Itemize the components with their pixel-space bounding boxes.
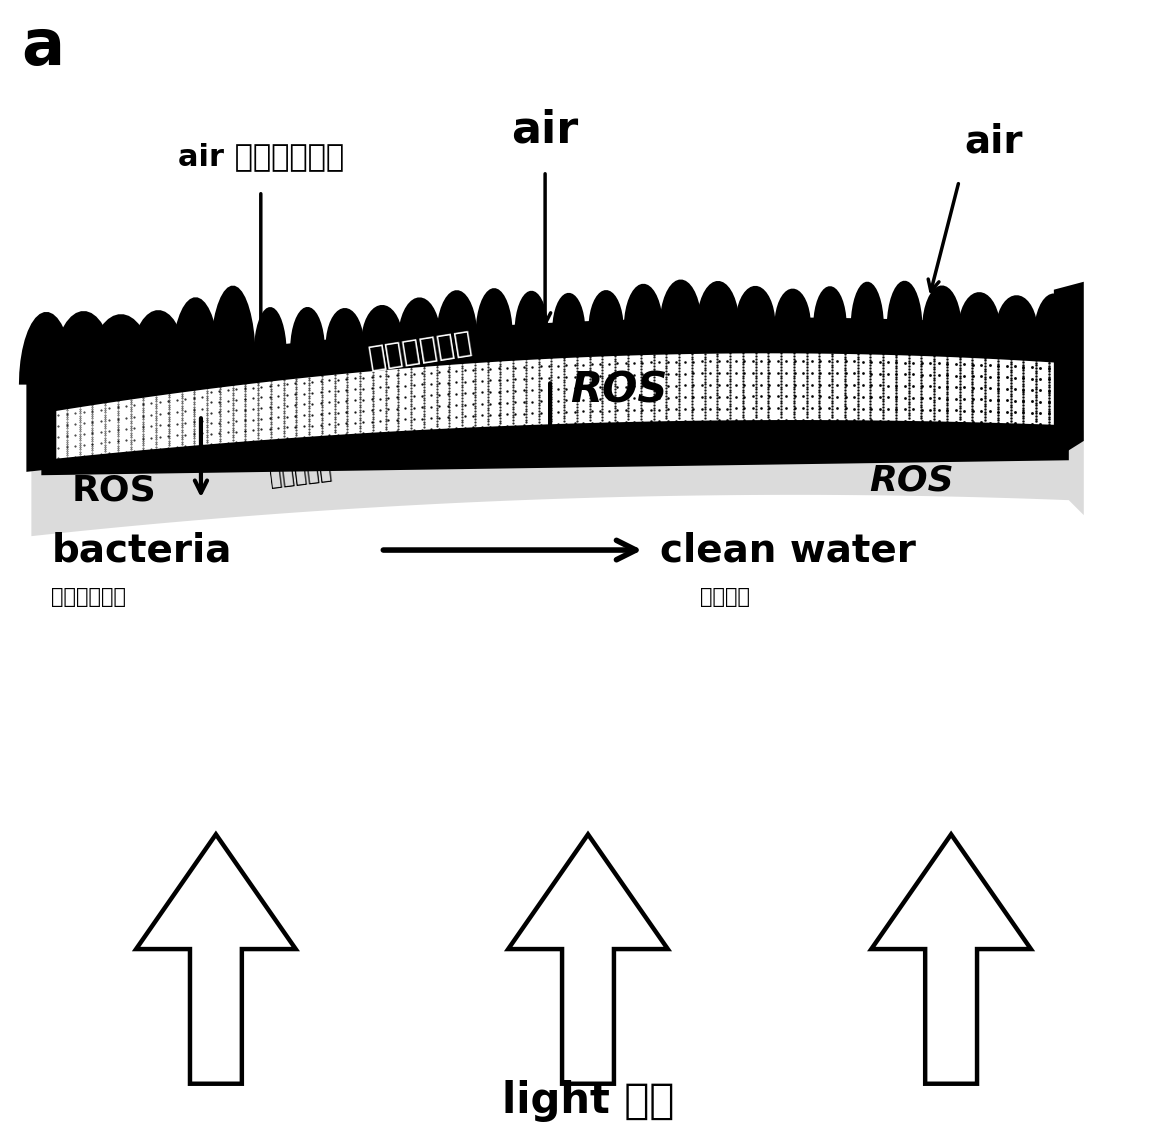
Polygon shape xyxy=(515,291,548,331)
Text: ROS: ROS xyxy=(570,369,668,411)
Polygon shape xyxy=(131,310,187,368)
Polygon shape xyxy=(508,834,668,1084)
Text: air 空气（气相）: air 空气（气相） xyxy=(178,142,343,171)
Text: clean water: clean water xyxy=(660,531,916,569)
Text: 清洁水体: 清洁水体 xyxy=(700,587,750,607)
Polygon shape xyxy=(436,291,477,336)
Polygon shape xyxy=(397,297,441,339)
Polygon shape xyxy=(871,834,1031,1084)
Polygon shape xyxy=(89,314,153,373)
Polygon shape xyxy=(995,295,1037,333)
Polygon shape xyxy=(326,308,365,346)
Polygon shape xyxy=(958,292,1001,330)
Polygon shape xyxy=(922,286,962,329)
Polygon shape xyxy=(553,293,586,330)
Polygon shape xyxy=(41,318,1069,413)
Text: air: air xyxy=(964,123,1023,161)
Polygon shape xyxy=(136,834,295,1084)
Polygon shape xyxy=(172,297,219,363)
Polygon shape xyxy=(660,279,702,326)
Polygon shape xyxy=(1034,294,1074,335)
Text: bacteria: bacteria xyxy=(52,531,232,569)
Text: ROS: ROS xyxy=(869,463,954,497)
Text: 细菌污染水体: 细菌污染水体 xyxy=(52,587,126,607)
Polygon shape xyxy=(254,308,287,354)
Text: a: a xyxy=(21,16,65,78)
Text: air: air xyxy=(512,108,579,151)
Text: ROS: ROS xyxy=(72,473,156,507)
Polygon shape xyxy=(52,311,115,379)
Polygon shape xyxy=(26,353,56,472)
Polygon shape xyxy=(850,281,884,327)
Polygon shape xyxy=(775,288,811,326)
Polygon shape xyxy=(887,280,922,328)
Polygon shape xyxy=(735,286,775,326)
Polygon shape xyxy=(32,424,1084,536)
Text: light 光照: light 光照 xyxy=(502,1079,674,1121)
Text: 水（液相）: 水（液相） xyxy=(268,462,333,489)
Polygon shape xyxy=(211,286,255,358)
Polygon shape xyxy=(588,291,623,328)
Polygon shape xyxy=(696,281,740,326)
Polygon shape xyxy=(1054,281,1084,460)
Polygon shape xyxy=(290,308,325,350)
Polygon shape xyxy=(475,288,513,334)
Polygon shape xyxy=(19,312,74,385)
Polygon shape xyxy=(623,284,663,327)
Polygon shape xyxy=(814,286,847,326)
Text: 傅化剂（固相: 傅化剂（固相 xyxy=(367,328,474,372)
Polygon shape xyxy=(361,305,403,343)
Polygon shape xyxy=(41,420,1069,476)
